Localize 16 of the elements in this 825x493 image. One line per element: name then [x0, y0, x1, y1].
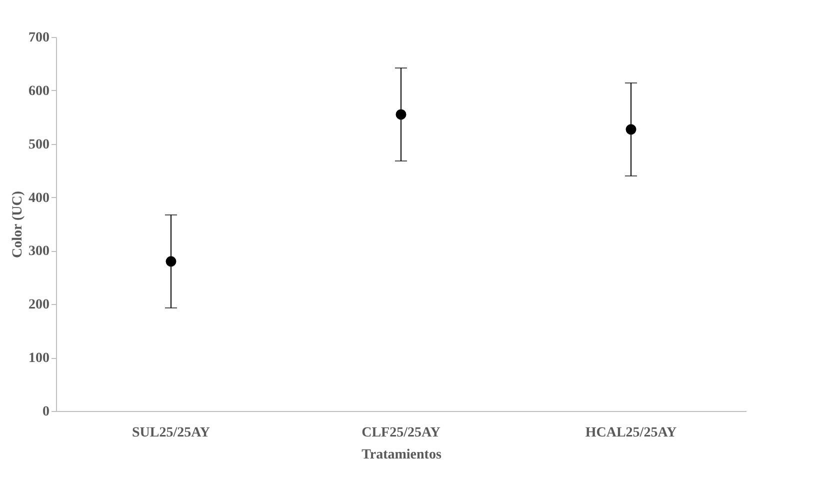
y-tick-label: 200	[28, 298, 50, 313]
point	[396, 109, 406, 120]
point	[626, 124, 636, 135]
x-tick-label: SUL25/25AY	[132, 426, 210, 440]
x-tick-label: HCAL25/25AY	[585, 426, 677, 440]
y-tick-label: 400	[28, 190, 50, 206]
y-tick-label: 600	[28, 84, 50, 99]
y-tick-label: 0	[42, 404, 50, 420]
x-axis-title: Tratamientos	[362, 448, 442, 462]
x-tick-label: CLF25/25AY	[362, 426, 440, 440]
y-tick-label: 100	[28, 351, 50, 366]
y-axis-title: Color (UC)	[10, 190, 26, 258]
y-tick-label: 500	[28, 137, 50, 152]
point	[166, 256, 176, 267]
y-tick-label: 300	[28, 244, 50, 260]
y-tick-label: 700	[28, 30, 50, 46]
